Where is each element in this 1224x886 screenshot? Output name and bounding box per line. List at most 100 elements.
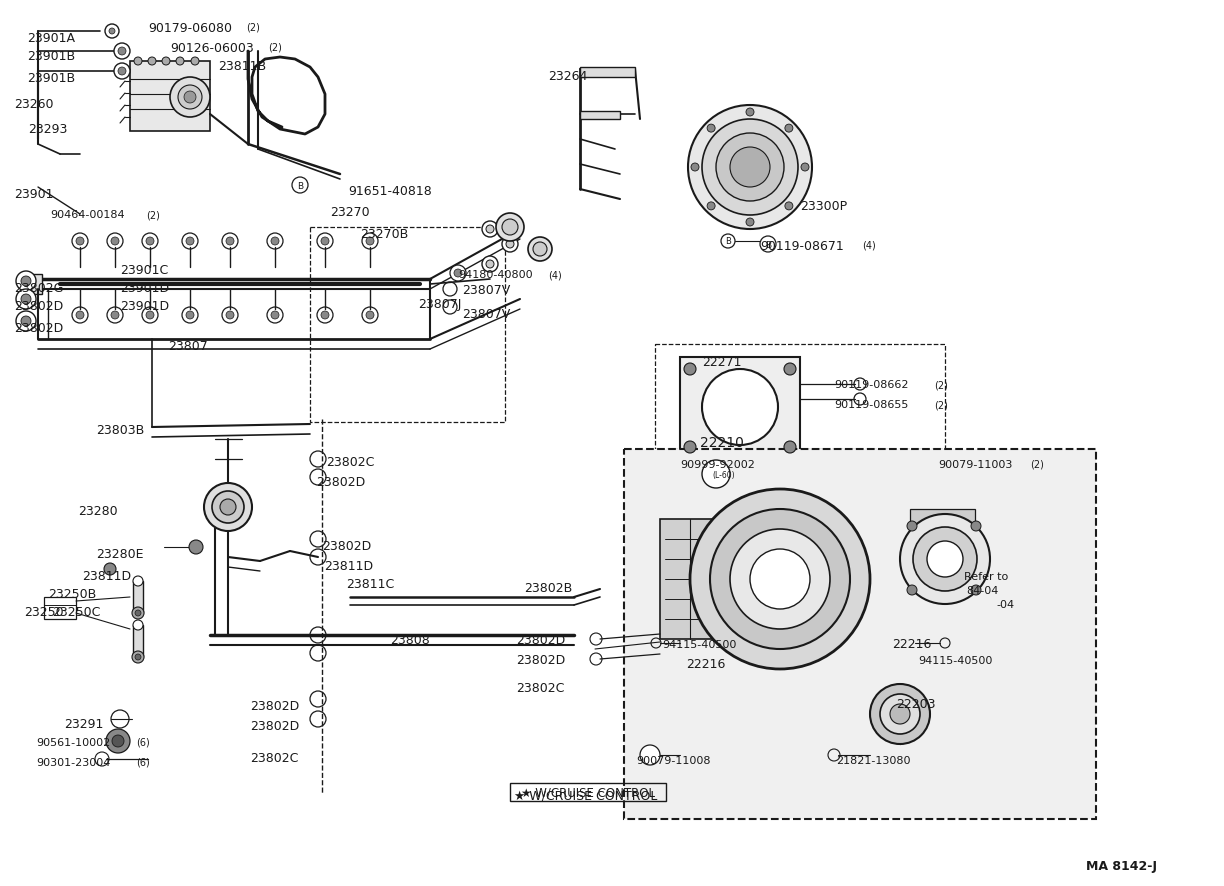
Text: (2): (2) <box>268 42 282 52</box>
Circle shape <box>177 86 202 110</box>
Circle shape <box>16 312 35 331</box>
Circle shape <box>162 58 170 66</box>
Circle shape <box>271 312 279 320</box>
Circle shape <box>482 222 498 237</box>
Circle shape <box>170 78 211 118</box>
Text: -04: -04 <box>996 599 1015 610</box>
Text: 23811D: 23811D <box>324 559 373 572</box>
Circle shape <box>496 214 524 242</box>
Circle shape <box>133 577 143 587</box>
Text: 23802D: 23802D <box>517 653 565 666</box>
Circle shape <box>785 363 796 376</box>
Text: 94115-40500: 94115-40500 <box>662 640 737 649</box>
Text: 90119-08671: 90119-08671 <box>760 240 843 253</box>
Circle shape <box>148 58 155 66</box>
Circle shape <box>132 607 144 619</box>
Text: 23901C: 23901C <box>120 264 168 276</box>
Circle shape <box>482 257 498 273</box>
Circle shape <box>785 125 793 133</box>
Circle shape <box>502 237 518 253</box>
Circle shape <box>113 735 124 747</box>
Text: 23250: 23250 <box>24 605 64 618</box>
Text: 23802G: 23802G <box>13 282 64 295</box>
Text: 23901B: 23901B <box>27 50 75 63</box>
Bar <box>130 62 211 132</box>
Text: B: B <box>725 237 731 246</box>
Bar <box>133 626 143 657</box>
Text: 23802C: 23802C <box>250 751 299 764</box>
Text: 22216: 22216 <box>685 657 726 670</box>
Bar <box>655 345 945 449</box>
Text: 23802D: 23802D <box>250 719 299 732</box>
Circle shape <box>146 237 154 245</box>
Circle shape <box>730 530 830 629</box>
Text: 23802D: 23802D <box>250 699 299 712</box>
Circle shape <box>454 269 461 277</box>
Circle shape <box>486 226 494 234</box>
Text: 23807V: 23807V <box>461 284 510 297</box>
Bar <box>909 525 978 593</box>
Text: 91651-40818: 91651-40818 <box>348 185 432 198</box>
Text: 23264: 23264 <box>548 70 588 83</box>
Circle shape <box>907 522 917 532</box>
Text: (L-60): (L-60) <box>712 471 736 480</box>
Text: 23807V: 23807V <box>461 307 510 321</box>
Text: 23291: 23291 <box>64 717 103 730</box>
Circle shape <box>707 125 715 133</box>
Circle shape <box>640 745 660 766</box>
Circle shape <box>21 276 31 287</box>
Text: 23901A: 23901A <box>27 32 75 45</box>
Text: 22271: 22271 <box>703 355 742 369</box>
Circle shape <box>21 316 31 327</box>
Circle shape <box>321 312 329 320</box>
Circle shape <box>745 219 754 227</box>
Text: 90119-08662: 90119-08662 <box>834 379 908 390</box>
Bar <box>310 228 506 423</box>
Text: B: B <box>765 240 771 249</box>
Bar <box>31 275 42 295</box>
Text: 23802D: 23802D <box>322 540 371 552</box>
Circle shape <box>692 164 699 172</box>
Circle shape <box>785 441 796 454</box>
Text: 90179-06080: 90179-06080 <box>148 22 233 35</box>
Text: 23300P: 23300P <box>800 199 847 213</box>
Circle shape <box>135 654 141 660</box>
Bar <box>624 449 1095 819</box>
Text: 22203: 22203 <box>896 697 935 711</box>
Bar <box>681 358 800 457</box>
Text: (4): (4) <box>548 269 562 280</box>
Text: 22210: 22210 <box>700 436 744 449</box>
Bar <box>909 509 976 524</box>
Circle shape <box>220 500 236 516</box>
Text: 23802D: 23802D <box>316 476 365 488</box>
Circle shape <box>750 549 810 610</box>
Circle shape <box>900 515 990 604</box>
Bar <box>580 112 621 120</box>
Circle shape <box>907 586 917 595</box>
Text: 90119-08655: 90119-08655 <box>834 400 908 409</box>
Text: (2): (2) <box>246 22 259 32</box>
Text: 23807: 23807 <box>168 339 208 353</box>
Text: (2): (2) <box>1031 460 1044 470</box>
Circle shape <box>971 586 980 595</box>
Circle shape <box>106 729 130 753</box>
Circle shape <box>800 164 809 172</box>
Bar <box>44 597 76 619</box>
Circle shape <box>111 312 119 320</box>
Text: 23280: 23280 <box>78 504 118 517</box>
Circle shape <box>684 363 696 376</box>
Circle shape <box>506 241 514 249</box>
Circle shape <box>532 243 547 257</box>
Circle shape <box>114 44 130 60</box>
Text: 90464-00184: 90464-00184 <box>50 210 125 220</box>
Circle shape <box>105 25 119 39</box>
Text: 23250B: 23250B <box>48 587 97 601</box>
Circle shape <box>971 522 980 532</box>
Text: 23270B: 23270B <box>360 228 409 241</box>
Circle shape <box>118 68 126 76</box>
Text: 90079-11008: 90079-11008 <box>636 755 710 766</box>
Text: 23808: 23808 <box>390 633 430 646</box>
Circle shape <box>16 272 35 291</box>
Text: 23811C: 23811C <box>346 578 394 590</box>
Circle shape <box>133 58 142 66</box>
